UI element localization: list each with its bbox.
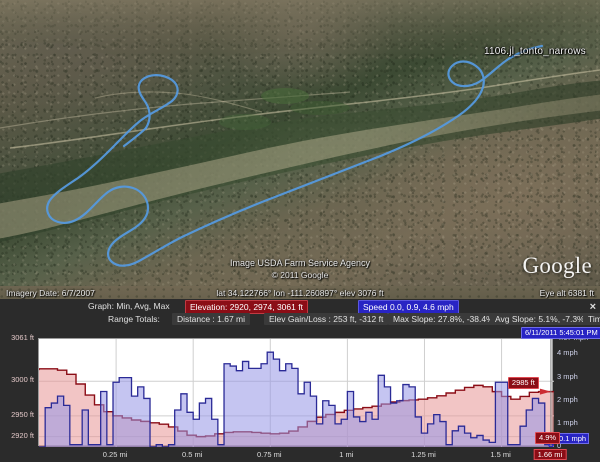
speed-area — [39, 352, 554, 447]
stats-row-totals: Range Totals: Distance : 1.67 mi Elev Ga… — [0, 313, 600, 326]
dirt-road-3 — [94, 91, 263, 113]
x-axis-label-highlight: 1.66 mi — [533, 449, 567, 460]
range-totals-label: Range Totals: — [108, 314, 160, 324]
status-bar-texture — [0, 286, 600, 299]
graph-svg — [39, 339, 554, 447]
elevation-legend-chip[interactable]: Elevation: 2920, 2974, 3061 ft — [185, 300, 308, 314]
stat-max-slope: Max Slope: 27.8%, -38.4% — [388, 313, 499, 325]
graph-plot-area[interactable] — [38, 338, 554, 447]
elevation-area — [39, 368, 554, 447]
map-overlay — [0, 0, 600, 267]
y-axis-label-right: 3 mph — [557, 371, 578, 381]
slope-tooltip: 4.9% — [535, 432, 561, 444]
y-axis-label-right: 4 mph — [557, 348, 578, 358]
field-patch — [261, 88, 309, 104]
wash-channel — [0, 94, 600, 239]
stats-row-graph: Graph: Min, Avg, Max Elevation: 2920, 29… — [0, 300, 600, 314]
stat-time: Time: 1h 52m 43s — [583, 313, 600, 325]
x-axis-label: 1.5 mi — [490, 450, 511, 459]
map-status-bar: Imagery Date: 6/7/2007 lat 34.122766° lo… — [0, 286, 600, 299]
google-watermark: Google — [522, 253, 592, 278]
field-patch-2 — [290, 101, 350, 115]
track-name-label: 1106.jl_tonto_narrows — [484, 46, 586, 57]
y-axis-label-right: 1 mph — [557, 417, 578, 427]
usda-attribution: Image USDA Farm Service Agency — [229, 258, 371, 268]
x-axis-label: 1 mi — [339, 450, 354, 459]
ridge-shading — [0, 0, 600, 60]
speed-legend-chip[interactable]: Speed 0.0, 0.9, 4.6 mph — [358, 300, 459, 314]
y-axis-label-left: 3000 ft — [11, 375, 34, 385]
y-axis-label-left: 2950 ft — [11, 409, 34, 419]
elevation-profile-stats-panel: Graph: Min, Avg, Max Elevation: 2920, 29… — [0, 299, 600, 326]
graph-legend-label: Graph: Min, Avg, Max — [88, 301, 170, 311]
y-axis-label-right-highlight: 0.1 mph — [556, 432, 590, 444]
y-axis-label-right: 2 mph — [557, 394, 578, 404]
gps-track-path — [46, 44, 544, 267]
coordinates-readout: lat 34.122766° lon -111.260897° elev 307… — [216, 288, 384, 298]
imagery-date: Imagery Date: 6/7/2007 — [6, 288, 95, 298]
gps-track-stub — [122, 126, 148, 148]
x-axis-label: 1.25 mi — [411, 450, 436, 459]
timestamp-tooltip: 6/11/2011 5:45:01 PM — [521, 327, 600, 339]
close-icon[interactable]: × — [589, 301, 596, 313]
elevation-cursor-arrow — [539, 388, 551, 395]
y-axis-label-left: 2920 ft — [11, 430, 34, 440]
speed-line — [39, 351, 554, 447]
x-axis-label: 0.25 mi — [102, 450, 128, 459]
y-axis-label-left: 3061 ft — [11, 333, 34, 342]
stat-elev-gain-loss: Elev Gain/Loss : 253 ft, -312 ft — [264, 313, 389, 325]
x-axis-label: 0.5 mi — [181, 450, 203, 459]
field-patch-3 — [219, 114, 271, 130]
stat-distance: Distance : 1.67 mi — [172, 313, 251, 325]
google-copyright: © 2011 Google — [271, 270, 329, 280]
stat-avg-slope: Avg Slope: 5.1%, -7.3% — [490, 313, 590, 325]
y-axis-label-right: 0 — [557, 441, 562, 450]
elevation-tooltip: 2985 ft — [507, 376, 539, 389]
x-axis-label: 0.75 mi — [256, 450, 282, 459]
eye-altitude: Eye alt 6381 ft — [539, 288, 594, 298]
aerial-map-view[interactable]: 1106.jl_tonto_narrows Image USDA Farm Se… — [0, 0, 600, 286]
